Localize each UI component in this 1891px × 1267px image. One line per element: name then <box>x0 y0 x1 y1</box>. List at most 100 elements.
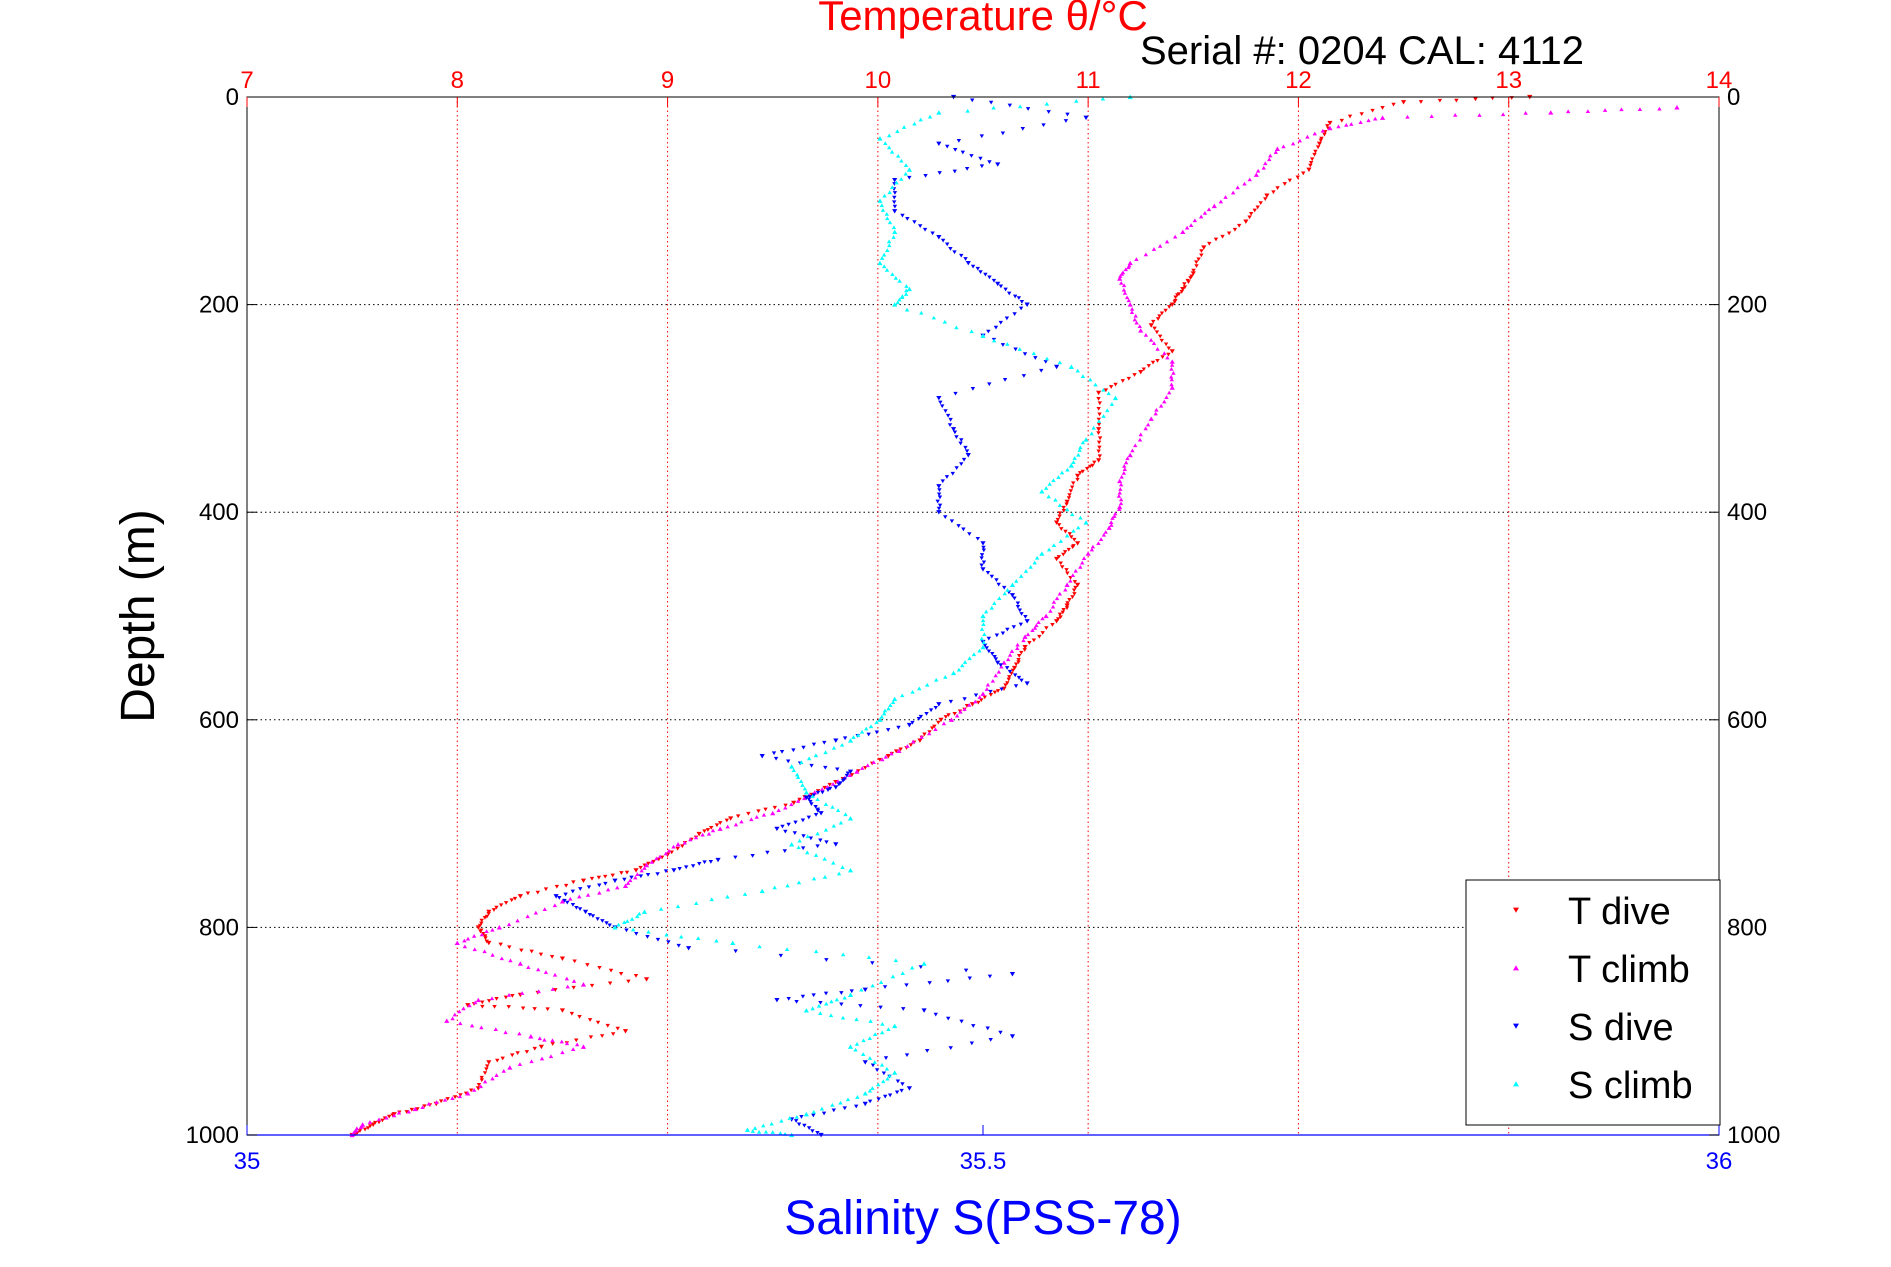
profile-sample <box>1062 550 1068 554</box>
profile-sample <box>994 633 1000 638</box>
profile-sample <box>979 164 985 169</box>
profile-sample <box>945 979 951 984</box>
profile-sample <box>937 488 942 493</box>
profile-sample <box>622 920 627 925</box>
profile-sample <box>683 865 689 870</box>
profile-sample <box>1121 283 1127 288</box>
profile-sample <box>1017 104 1023 109</box>
profile-sample <box>855 1095 860 1099</box>
profile-sample <box>1016 660 1021 665</box>
series-t-dive <box>349 94 1533 1138</box>
profile-sample <box>806 797 812 802</box>
profile-sample <box>900 213 905 218</box>
profile-sample <box>574 1042 580 1047</box>
profile-sample <box>1057 612 1063 617</box>
profile-sample <box>911 739 916 744</box>
profile-sample <box>967 976 972 981</box>
profile-sample <box>936 492 942 497</box>
profile-sample <box>992 601 997 606</box>
profile-sample <box>483 934 488 939</box>
profile-sample <box>1078 445 1083 450</box>
profile-sample <box>835 808 841 813</box>
profile-sample <box>1133 443 1138 448</box>
profile-sample <box>499 956 505 961</box>
profile-sample <box>564 1041 570 1046</box>
profile-sample <box>881 1079 886 1084</box>
profile-sample <box>554 884 560 889</box>
data-point <box>486 940 492 946</box>
profile-sample <box>1312 131 1317 136</box>
profile-sample <box>813 853 819 857</box>
profile-sample <box>996 669 1002 674</box>
profile-sample <box>815 809 821 813</box>
profile-sample <box>943 715 948 719</box>
profile-sample <box>918 224 923 228</box>
profile-sample <box>1126 376 1132 381</box>
profile-sample <box>396 1110 402 1115</box>
profile-sample <box>871 760 876 765</box>
profile-sample <box>548 1054 554 1059</box>
profile-sample <box>992 690 998 695</box>
data-point <box>936 484 942 489</box>
profile-sample <box>1091 425 1096 430</box>
profile-sample <box>507 945 512 950</box>
profile-sample <box>1106 391 1111 396</box>
profile-sample <box>1000 343 1006 347</box>
profile-sample <box>515 1051 520 1055</box>
profile-sample <box>1194 264 1199 268</box>
data-point <box>906 722 912 728</box>
profile-sample <box>979 556 984 561</box>
data-point <box>1043 613 1049 619</box>
data-point <box>906 286 912 292</box>
profile-sample <box>969 329 974 334</box>
profile-sample <box>545 1007 550 1012</box>
profile-sample <box>520 1006 526 1011</box>
profile-sample <box>958 709 963 714</box>
profile-sample <box>600 919 605 923</box>
profile-sample <box>1021 638 1026 643</box>
profile-sample <box>794 1114 799 1119</box>
profile-sample <box>708 825 714 830</box>
profile-sample <box>919 310 924 315</box>
profile-sample <box>622 877 627 882</box>
profile-sample <box>1022 648 1027 652</box>
profile-sample <box>982 632 987 637</box>
profile-sample <box>1017 608 1023 613</box>
profile-sample <box>952 169 957 174</box>
profile-sample <box>574 905 579 910</box>
profile-sample <box>998 1030 1003 1035</box>
profile-sample <box>796 845 801 850</box>
profile-sample <box>983 609 989 614</box>
profile-sample <box>706 831 712 836</box>
profile-sample <box>1275 186 1280 191</box>
profile-sample <box>853 1104 859 1109</box>
profile-sample <box>458 1021 463 1026</box>
profile-sample <box>822 856 827 861</box>
data-point <box>1316 141 1323 147</box>
profile-sample <box>800 994 806 999</box>
profile-sample <box>1153 411 1158 416</box>
profile-sample <box>562 898 567 903</box>
profile-sample <box>1059 527 1064 531</box>
data-point <box>559 1008 566 1013</box>
data-point <box>892 1023 898 1029</box>
profile-sample <box>649 860 655 864</box>
data-point <box>995 660 1001 666</box>
profile-sample <box>1058 561 1063 566</box>
profile-sample <box>772 885 777 890</box>
profile-sample <box>757 944 762 949</box>
data-point <box>612 878 618 884</box>
profile-sample <box>811 993 816 998</box>
profile-sample <box>1006 677 1011 682</box>
profile-sample <box>550 1042 555 1046</box>
profile-sample <box>893 749 899 754</box>
profile-sample <box>1132 317 1137 322</box>
profile-sample <box>815 797 820 802</box>
profile-sample <box>1031 638 1037 643</box>
profile-sample <box>1108 385 1114 389</box>
profile-sample <box>1129 310 1135 314</box>
data-point <box>774 826 780 832</box>
profile-sample <box>1150 360 1156 365</box>
profile-sample <box>476 1083 482 1087</box>
